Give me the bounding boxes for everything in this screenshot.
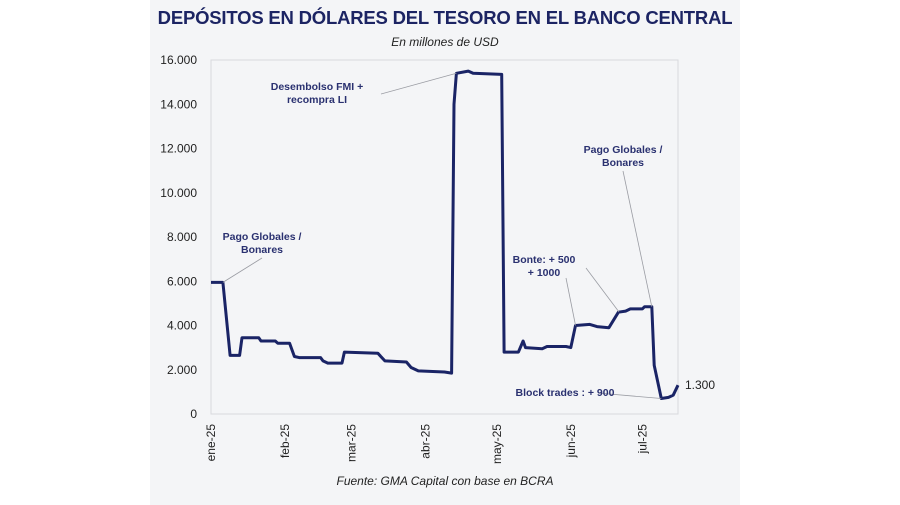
annotation-label: Bonte: + 500 [513,254,576,266]
annotation-label: Bonares [241,244,283,256]
x-tick-label: mar-25 [345,424,359,462]
annotation-leader-line [597,392,662,399]
y-tick-label: 14.000 [160,97,197,111]
annotation-label: Pago Globales / [223,231,302,243]
y-tick-label: 16.000 [160,53,197,67]
x-tick-label: jun-25 [564,424,578,459]
annotation-label: Bonares [602,157,644,169]
annotation-label: + 1000 [528,267,561,279]
x-tick-label: jul-25 [635,424,649,455]
y-tick-label: 10.000 [160,186,197,200]
chart-source: Fuente: GMA Capital con base en BCRA [336,474,554,488]
y-tick-label: 8.000 [167,230,197,244]
annotation-leader-line [565,277,576,326]
end-value-label: 1.300 [685,378,715,392]
y-tick-label: 4.000 [167,319,197,333]
annotation-label: Desembolso FMI + [271,81,363,93]
y-tick-label: 12.000 [160,142,197,156]
annotation-leader-line [380,72,457,95]
annotation-leader-line [222,257,263,283]
series-line [211,69,680,400]
x-tick-label: may-25 [490,424,504,464]
x-tick-label: ene-25 [204,424,218,462]
annotation-leader-line [622,170,653,307]
plot-area [210,59,679,415]
chart-subtitle: En millones de USD [391,35,499,49]
annotation-label: Block trades : + 900 [516,387,615,399]
y-tick-label: 0 [190,407,197,421]
x-tick-label: feb-25 [278,424,292,458]
annotation-leader-line [585,267,620,313]
y-tick-label: 2.000 [167,363,197,377]
chart-title: DEPÓSITOS EN DÓLARES DEL TESORO EN EL BA… [157,7,733,28]
x-tick-label: abr-25 [418,424,432,459]
y-tick-label: 6.000 [167,274,197,288]
annotation-label: recompra LI [287,94,347,106]
annotation-label: Pago Globales / [584,144,663,156]
